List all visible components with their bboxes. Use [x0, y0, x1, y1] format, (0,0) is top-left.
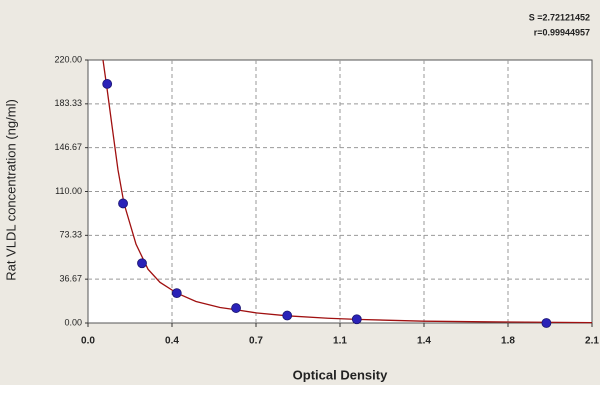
x-axis-label: Optical Density: [293, 367, 388, 382]
x-tick-label: 1.1: [333, 336, 347, 347]
annotation: r=0.99944957: [534, 27, 590, 37]
x-tick-label: 0.7: [249, 336, 263, 347]
data-point: [541, 318, 552, 328]
data-point: [118, 198, 128, 209]
y-tick-label: 73.33: [59, 230, 82, 240]
x-tick-label: 0.4: [165, 336, 179, 347]
y-tick-label: 110.00: [55, 186, 82, 196]
annotation: S =2.72121452: [529, 12, 590, 22]
y-tick-label: 0.00: [64, 317, 82, 327]
data-point: [231, 303, 241, 313]
x-tick-label: 1.8: [501, 336, 515, 347]
x-tick-label: 1.4: [417, 336, 431, 347]
fit-curve: [102, 59, 593, 324]
y-axis-label: Rat VLDL concentration (ng/ml): [3, 99, 18, 281]
data-point: [282, 310, 293, 321]
data-point: [351, 314, 362, 325]
data-point: [137, 258, 147, 269]
data-point: [171, 288, 182, 299]
y-tick-label: 36.67: [59, 274, 82, 284]
y-tick-label: 183.33: [54, 98, 82, 108]
data-point: [102, 79, 113, 89]
x-tick-label: 2.1: [585, 336, 599, 347]
y-tick-label: 220.00: [54, 54, 82, 64]
y-tick-label: 146.67: [54, 142, 82, 152]
x-tick-label: 0.0: [81, 336, 95, 347]
